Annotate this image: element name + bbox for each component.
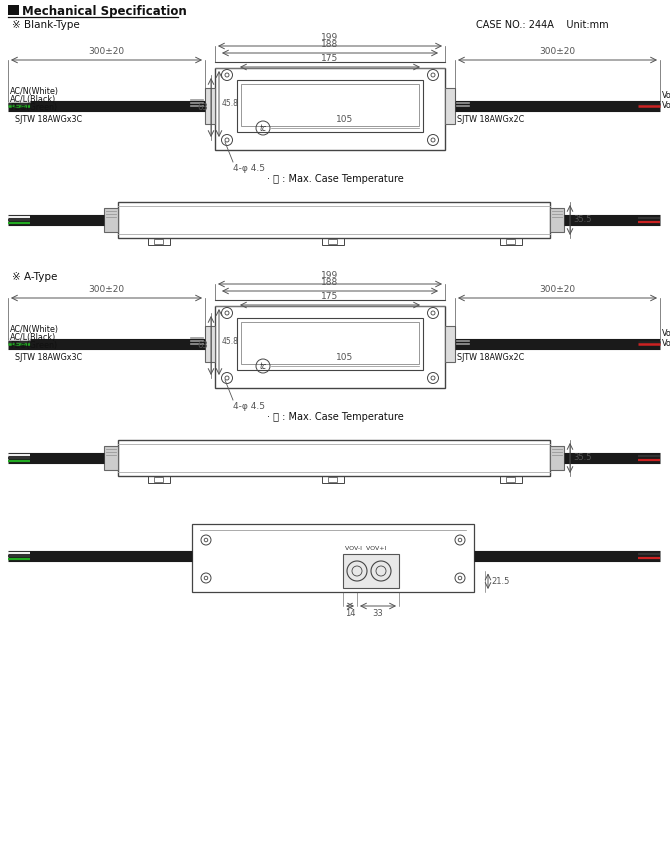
- Bar: [104, 446, 118, 470]
- Text: 105: 105: [336, 115, 354, 124]
- Text: 300±20: 300±20: [88, 47, 125, 56]
- Text: Vo-(Black): Vo-(Black): [662, 91, 670, 100]
- Text: 188: 188: [322, 40, 338, 49]
- Text: AC/L(Black): AC/L(Black): [10, 95, 56, 104]
- Bar: [104, 208, 118, 232]
- Text: Vo-(Black): Vo-(Black): [662, 329, 670, 338]
- Text: 21.5: 21.5: [491, 577, 509, 587]
- Bar: [8, 5, 19, 15]
- Bar: [205, 88, 215, 124]
- Text: · Ⓣ : Max. Case Temperature: · Ⓣ : Max. Case Temperature: [267, 174, 403, 184]
- Bar: [118, 202, 550, 238]
- Bar: [328, 477, 337, 482]
- Text: 33: 33: [373, 609, 383, 618]
- Text: 175: 175: [322, 292, 338, 301]
- Text: 63: 63: [197, 341, 208, 350]
- Bar: [241, 84, 419, 126]
- Text: 300±20: 300±20: [539, 285, 576, 294]
- Text: 45.8: 45.8: [222, 337, 239, 346]
- Bar: [215, 68, 445, 150]
- Text: 14: 14: [345, 609, 355, 618]
- Bar: [154, 477, 163, 482]
- Bar: [322, 476, 344, 483]
- Bar: [445, 88, 455, 124]
- Bar: [500, 476, 522, 483]
- Bar: [322, 238, 344, 245]
- Text: 4-φ 4.5: 4-φ 4.5: [233, 402, 265, 411]
- Text: 45.8: 45.8: [222, 99, 239, 109]
- Text: AC/N(White): AC/N(White): [10, 325, 59, 334]
- Text: Mechanical Specification: Mechanical Specification: [22, 5, 187, 18]
- Bar: [241, 322, 419, 364]
- Text: PE⊕(Green): PE⊕(Green): [10, 341, 57, 350]
- Text: · Ⓣ : Max. Case Temperature: · Ⓣ : Max. Case Temperature: [267, 412, 403, 422]
- Text: VOV-I  VOV+I: VOV-I VOV+I: [345, 546, 387, 551]
- Text: SJTW 18AWGx2C: SJTW 18AWGx2C: [457, 115, 524, 124]
- Text: Vo+(Red): Vo+(Red): [662, 101, 670, 110]
- Text: 63: 63: [197, 103, 208, 112]
- Bar: [205, 326, 215, 362]
- Text: CASE NO.: 244A    Unit:mm: CASE NO.: 244A Unit:mm: [476, 20, 608, 30]
- Text: Vo+(Red): Vo+(Red): [662, 339, 670, 348]
- Text: tc: tc: [259, 362, 267, 371]
- Bar: [343, 554, 399, 588]
- Text: 175: 175: [322, 54, 338, 63]
- Text: SJTW 18AWGx3C: SJTW 18AWGx3C: [15, 353, 82, 362]
- Bar: [550, 208, 564, 232]
- Text: 188: 188: [322, 278, 338, 287]
- Bar: [148, 476, 170, 483]
- Text: AC/L(Black): AC/L(Black): [10, 333, 56, 342]
- Bar: [237, 80, 423, 132]
- Bar: [506, 239, 515, 244]
- Text: 300±20: 300±20: [88, 285, 125, 294]
- Bar: [445, 326, 455, 362]
- Text: 199: 199: [322, 271, 338, 280]
- Bar: [118, 440, 550, 476]
- Bar: [237, 318, 423, 370]
- Text: 300±20: 300±20: [539, 47, 576, 56]
- Bar: [192, 524, 474, 592]
- Text: 4-φ 4.5: 4-φ 4.5: [233, 164, 265, 173]
- Bar: [550, 446, 564, 470]
- Text: PE⊕(Green): PE⊕(Green): [10, 103, 57, 112]
- Bar: [154, 239, 163, 244]
- Text: 35.5: 35.5: [573, 216, 592, 224]
- Text: 105: 105: [336, 353, 354, 362]
- Text: ※ Blank-Type: ※ Blank-Type: [12, 20, 80, 30]
- Text: 35.5: 35.5: [573, 454, 592, 463]
- Text: SJTW 18AWGx2C: SJTW 18AWGx2C: [457, 353, 524, 362]
- Bar: [148, 238, 170, 245]
- Bar: [328, 239, 337, 244]
- Text: SJTW 18AWGx3C: SJTW 18AWGx3C: [15, 115, 82, 124]
- Bar: [215, 306, 445, 388]
- Text: AC/N(White): AC/N(White): [10, 87, 59, 96]
- Text: tc: tc: [259, 124, 267, 133]
- Bar: [500, 238, 522, 245]
- Bar: [506, 477, 515, 482]
- Text: ※ A-Type: ※ A-Type: [12, 272, 58, 282]
- Text: 199: 199: [322, 33, 338, 42]
